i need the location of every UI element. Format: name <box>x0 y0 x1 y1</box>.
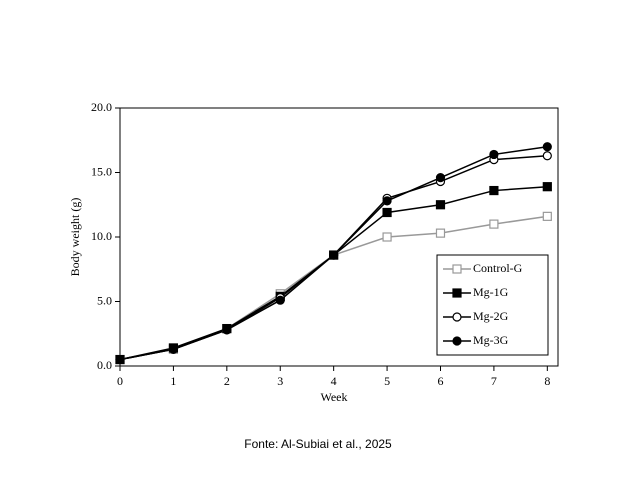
legend-label: Mg-2G <box>473 309 509 323</box>
marker <box>382 196 392 206</box>
legend-label: Mg-3G <box>473 333 509 347</box>
legend-marker <box>452 336 462 346</box>
y-axis-label: Body weight (g) <box>68 198 82 277</box>
marker <box>115 354 125 365</box>
legend-marker <box>452 312 462 322</box>
marker <box>435 173 446 183</box>
x-tick-label: 0 <box>117 374 123 388</box>
marker <box>542 182 552 192</box>
x-tick-label: 3 <box>277 374 283 388</box>
legend-marker <box>452 264 462 274</box>
legend-label: Mg-1G <box>473 285 509 299</box>
marker <box>435 228 446 238</box>
x-tick-label: 6 <box>437 374 443 388</box>
caption: Fonte: Al-Subiai et al., 2025 <box>244 437 392 451</box>
x-tick-label: 2 <box>224 374 230 388</box>
x-axis-label: Week <box>320 390 347 404</box>
marker <box>382 207 392 218</box>
marker <box>542 142 552 152</box>
x-tick-label: 1 <box>170 374 176 388</box>
y-tick-label: 15.0 <box>91 164 112 178</box>
x-tick-label: 5 <box>384 374 390 388</box>
marker <box>489 185 499 196</box>
x-tick-label: 7 <box>491 374 497 388</box>
legend-label: Control-G <box>473 261 523 275</box>
y-tick-label: 5.0 <box>97 293 112 307</box>
y-tick-label: 20.0 <box>91 100 112 114</box>
marker <box>382 232 392 242</box>
marker <box>329 250 339 260</box>
x-tick-label: 4 <box>331 374 337 388</box>
y-tick-label: 10.0 <box>91 229 112 243</box>
x-tick-label: 8 <box>544 374 550 388</box>
y-tick-label: 0.0 <box>97 358 112 372</box>
marker <box>168 344 179 354</box>
marker <box>542 211 552 221</box>
marker <box>542 151 552 161</box>
marker <box>489 149 499 160</box>
marker <box>222 325 232 335</box>
marker <box>275 295 285 305</box>
marker <box>435 200 446 210</box>
legend-marker <box>452 288 462 298</box>
marker <box>489 219 499 229</box>
